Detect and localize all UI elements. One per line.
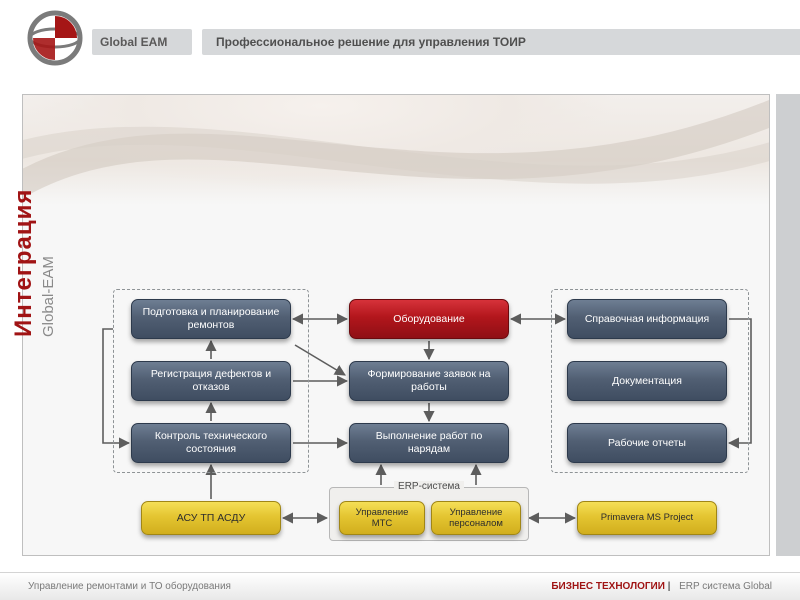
vertical-title-sub: Global-EAM xyxy=(40,256,57,337)
node-n9: Рабочие отчеты xyxy=(567,423,727,463)
main-panel: Интеграция Global-EAM ERP-системаПодгото… xyxy=(22,94,770,556)
footer-tag: ERP система Global xyxy=(679,581,772,592)
footer-left: Управление ремонтами и ТО оборудования xyxy=(28,581,231,592)
background-doc-image xyxy=(23,95,769,205)
brand-label: Global EAM xyxy=(92,29,192,55)
header: Global EAM Профессиональное решение для … xyxy=(0,20,800,64)
node-n11: Управление МТС xyxy=(339,501,425,535)
node-n3: Контроль технического состояния xyxy=(131,423,291,463)
node-n1: Подготовка и планирование ремонтов xyxy=(131,299,291,339)
node-n10: АСУ ТП АСДУ xyxy=(141,501,281,535)
node-n12: Управление персоналом xyxy=(431,501,521,535)
node-n5: Формирование заявок на работы xyxy=(349,361,509,401)
vertical-title-main: Интеграция xyxy=(10,189,38,337)
node-n6: Выполнение работ по нарядам xyxy=(349,423,509,463)
footer-right: БИЗНЕС ТЕХНОЛОГИИ | ERP система Global xyxy=(551,581,772,592)
footer-brand: БИЗНЕС ТЕХНОЛОГИИ xyxy=(551,581,665,592)
right-sidebar xyxy=(776,94,800,556)
footer: Управление ремонтами и ТО оборудования Б… xyxy=(0,572,800,600)
node-n8: Документация xyxy=(567,361,727,401)
erp-group-label: ERP-система xyxy=(394,481,464,492)
node-n2: Регистрация дефектов и отказов xyxy=(131,361,291,401)
node-n13: Primavera MS Project xyxy=(577,501,717,535)
node-n7: Справочная информация xyxy=(567,299,727,339)
header-subtitle: Профессиональное решение для управления … xyxy=(202,29,800,55)
diagram: ERP-система Подготовка и планирование рем… xyxy=(111,225,757,543)
node-n4: Оборудование xyxy=(349,299,509,339)
logo-icon xyxy=(24,7,86,69)
